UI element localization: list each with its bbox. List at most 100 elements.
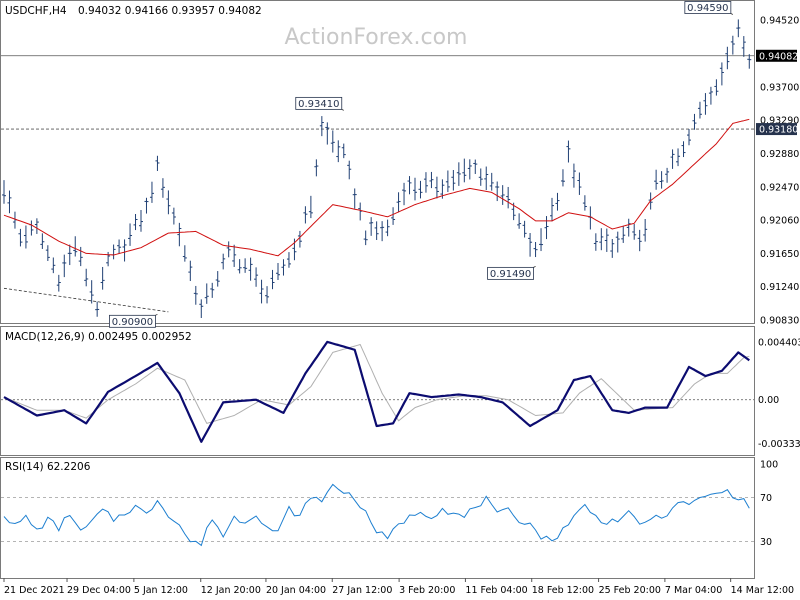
rsi-y-tick: 70 [760, 493, 772, 504]
price-bar [730, 35, 735, 55]
price-bar [385, 219, 390, 237]
price-y-tick: 0.92470 [760, 182, 799, 193]
price-bar [62, 254, 67, 278]
price-bar [741, 36, 746, 57]
price-bar [40, 233, 45, 249]
price-bar [78, 246, 83, 267]
price-bar [423, 172, 428, 193]
price-bar [643, 218, 648, 242]
price-bar [637, 229, 642, 252]
price-bar [29, 220, 34, 236]
price-bar [133, 214, 138, 231]
price-bar [703, 93, 708, 115]
macd-y-tick: 0.004403 [758, 337, 800, 348]
price-bar [248, 257, 253, 281]
price-bar [369, 217, 374, 236]
price-bar [456, 162, 461, 186]
price-bar [407, 176, 412, 195]
price-bar [330, 130, 335, 153]
price-bar [676, 148, 681, 167]
price-bar [254, 267, 259, 287]
price-bar [139, 210, 143, 232]
price-bar [166, 190, 171, 215]
svg-text:0.90900: 0.90900 [112, 317, 153, 328]
price-panel-frame [0, 0, 755, 324]
price-bar [259, 279, 264, 304]
price-bar [347, 160, 352, 180]
price-annotation: 0.94590 [684, 1, 734, 15]
price-bar [659, 171, 664, 189]
rsi-y-tick: 100 [760, 460, 778, 471]
rsi-y-tick: 30 [760, 537, 772, 548]
price-bar [473, 159, 478, 174]
rsi-line [3, 483, 750, 547]
price-y-tick: 0.91240 [760, 282, 799, 293]
price-y-tick: 0.92880 [760, 149, 799, 160]
x-tick-label: 7 Mar 04:00 [665, 585, 722, 596]
price-level-tag: 0.93180 [756, 123, 798, 136]
price-bar [593, 233, 598, 251]
price-bar [396, 192, 401, 213]
price-bar [2, 180, 6, 204]
price-bar [51, 257, 56, 274]
price-bar [297, 230, 302, 248]
x-tick-label: 18 Feb 12:00 [532, 585, 594, 596]
price-bar [237, 259, 242, 274]
price-bar [555, 192, 560, 211]
price-bar [215, 271, 220, 287]
price-bar [45, 245, 50, 261]
price-bar [736, 19, 741, 38]
price-bar [270, 269, 275, 290]
reference-lines [1, 55, 754, 543]
price-bar [319, 116, 324, 137]
price-bar [626, 218, 631, 237]
price-bar [489, 172, 494, 191]
price-bar [325, 122, 330, 145]
price-bar [654, 169, 659, 190]
price-bar [160, 178, 165, 198]
price-bar [610, 239, 615, 258]
svg-text:0.93410: 0.93410 [298, 99, 339, 110]
price-annotation: 0.91490 [487, 266, 536, 280]
price-annotation: 0.93410 [295, 96, 344, 111]
price-bar [352, 188, 357, 209]
price-bar [12, 211, 17, 229]
price-bar [144, 197, 149, 214]
macd-signal-line [3, 344, 750, 424]
price-bar [747, 54, 752, 69]
price-bar [73, 236, 78, 257]
price-bar [429, 171, 434, 189]
watermark: ActionForex.com [285, 25, 468, 50]
price-bar [221, 253, 226, 270]
svg-text:0.91490: 0.91490 [490, 269, 531, 280]
price-bar [188, 260, 193, 282]
price-bar [232, 244, 237, 267]
price-bar [177, 222, 182, 247]
svg-text:0.94082: 0.94082 [759, 51, 798, 62]
price-y-tick: 0.93700 [760, 82, 799, 93]
price-bar [418, 180, 423, 199]
price-bar [451, 170, 456, 191]
symbol-label: USDCHF,H4 [5, 5, 67, 17]
price-bar [67, 244, 72, 266]
price-annotations: 0.94590 0.93410 0.91490 0.90900 [109, 1, 734, 328]
price-bar [402, 182, 407, 206]
price-bar [577, 172, 582, 195]
price-bar [363, 230, 368, 246]
ohlc-label: 0.94032 0.94166 0.93957 0.94082 [78, 5, 262, 17]
price-bar [599, 228, 604, 251]
price-bar [687, 128, 691, 146]
series-lines [2, 19, 752, 547]
price-bar [467, 159, 472, 180]
price-bar [539, 228, 544, 252]
price-bar [286, 252, 291, 268]
price-bar [155, 155, 160, 171]
x-tick-label: 5 Jan 12:00 [134, 585, 188, 596]
price-bar [380, 221, 385, 242]
price-bar [544, 216, 549, 240]
price-bar [478, 168, 483, 186]
price-bar [506, 186, 511, 209]
x-tick-label: 3 Feb 20:00 [399, 585, 455, 596]
price-bar [697, 101, 702, 119]
price-bar [18, 228, 23, 247]
